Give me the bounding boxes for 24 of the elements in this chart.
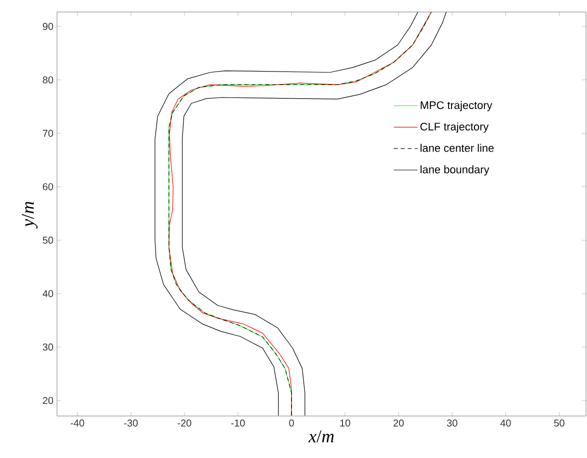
x-axis-title: x/m <box>308 430 334 442</box>
legend-label: lane boundary <box>420 165 490 176</box>
y-tick-label: 80 <box>42 76 54 84</box>
y-tick-label: 70 <box>42 130 54 137</box>
y-axis-title: y/m <box>22 202 38 228</box>
legend-label: lane center line <box>420 144 494 152</box>
x-tick-label: 20 <box>394 420 404 427</box>
x-tick-label: 40 <box>500 420 511 427</box>
y-tick-label: 30 <box>42 344 54 351</box>
y-tick-label: 40 <box>42 290 54 298</box>
legend-label: MPC trajectory <box>420 101 492 112</box>
y-tick-label: 50 <box>42 236 54 244</box>
x-tick-label: -10 <box>231 420 245 427</box>
y-tick-label: 60 <box>42 183 54 190</box>
x-tick-label: 10 <box>340 420 350 427</box>
x-tick-label: -40 <box>70 420 84 427</box>
y-tick-label: 20 <box>42 396 54 404</box>
x-tick-label: 50 <box>554 420 564 427</box>
x-tick-label: -30 <box>124 420 138 427</box>
x-tick-label: 30 <box>446 420 458 427</box>
x-tick-label: 0 <box>289 420 294 427</box>
x-tick-label: -20 <box>178 420 192 427</box>
y-tick-label: 90 <box>42 22 54 30</box>
legend-label: CLF trajectory <box>420 122 489 133</box>
